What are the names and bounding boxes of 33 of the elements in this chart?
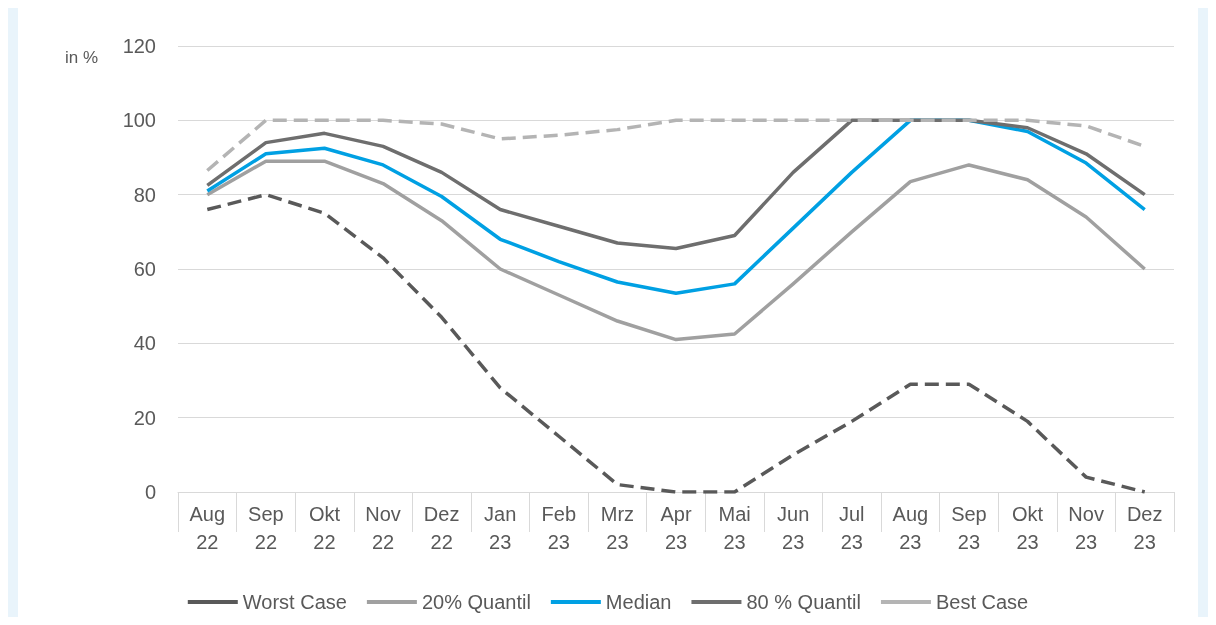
y-tick-label: 60 (133, 258, 156, 280)
x-tick-label: Sep 22 (248, 503, 284, 553)
x-tick-label: Sep 23 (951, 503, 987, 553)
x-tick-label: Okt 23 (1011, 503, 1044, 553)
line-series (205, 192, 1147, 494)
x-tick-label: Feb 23 (541, 503, 577, 553)
y-tick-label: 0 (144, 481, 156, 503)
x-tick-label: Jan 23 (484, 503, 517, 553)
legend-label: 80 % Quantil (746, 591, 861, 613)
legend-label: Median (605, 591, 672, 613)
x-tick-label: Aug 23 (892, 503, 929, 553)
y-tick-label: 80 (133, 183, 156, 206)
y-tick-label: 100 (122, 109, 156, 132)
legend-label: 20% Quantil (421, 591, 531, 613)
y-axis-title: in % (64, 48, 98, 67)
x-tick-label: Apr 23 (660, 503, 692, 553)
y-tick-label: 120 (122, 35, 156, 57)
x-tick-label: Okt 22 (308, 503, 341, 553)
x-tick-label: Mai 23 (718, 503, 751, 553)
line-series (205, 118, 1147, 251)
x-tick-label: Dez 22 (423, 503, 460, 553)
line-series (205, 159, 1147, 342)
y-tick-label: 40 (133, 332, 156, 355)
y-tick-label: 20 (133, 406, 156, 429)
x-tick-label: Mrz 23 (600, 503, 635, 553)
legend-label: Best Case (935, 591, 1029, 613)
x-tick-label: Nov 23 (1068, 503, 1104, 553)
legend-label: Worst Case (242, 591, 347, 613)
x-tick-label: Nov 22 (365, 503, 401, 553)
x-tick-label: Jul 23 (838, 503, 865, 553)
x-tick-label: Dez 23 (1126, 503, 1163, 553)
x-tick-label: Jun 23 (777, 503, 810, 553)
x-tick-label: Aug 22 (189, 503, 226, 553)
